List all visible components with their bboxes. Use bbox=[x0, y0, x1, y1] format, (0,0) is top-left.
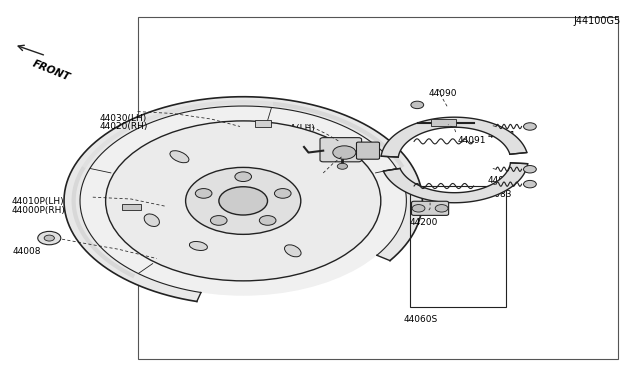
Circle shape bbox=[211, 216, 227, 225]
Text: 44200: 44200 bbox=[410, 218, 438, 227]
Text: 44180  (RH): 44180 (RH) bbox=[255, 132, 309, 141]
Ellipse shape bbox=[144, 214, 159, 227]
Circle shape bbox=[524, 180, 536, 188]
Text: 44083: 44083 bbox=[483, 190, 512, 199]
Text: 44030(LH): 44030(LH) bbox=[99, 114, 147, 123]
Circle shape bbox=[412, 205, 425, 212]
Circle shape bbox=[195, 189, 212, 198]
Circle shape bbox=[524, 123, 536, 130]
Ellipse shape bbox=[285, 245, 301, 257]
FancyBboxPatch shape bbox=[412, 201, 449, 215]
Text: 44000P(RH): 44000P(RH) bbox=[12, 206, 65, 215]
Circle shape bbox=[411, 101, 424, 109]
Bar bbox=[410, 186, 506, 307]
Circle shape bbox=[219, 187, 268, 215]
Text: 44180+A(LH): 44180+A(LH) bbox=[255, 124, 316, 133]
Circle shape bbox=[44, 235, 54, 241]
Ellipse shape bbox=[170, 151, 189, 163]
Text: 44051+A(LH): 44051+A(LH) bbox=[275, 210, 336, 219]
Circle shape bbox=[333, 146, 356, 159]
Text: 44010P(LH): 44010P(LH) bbox=[12, 197, 64, 206]
Circle shape bbox=[80, 106, 406, 296]
Ellipse shape bbox=[189, 241, 207, 250]
Circle shape bbox=[259, 216, 276, 225]
Polygon shape bbox=[64, 97, 422, 301]
Circle shape bbox=[435, 205, 448, 212]
Circle shape bbox=[38, 231, 61, 245]
Text: FRONT: FRONT bbox=[31, 58, 71, 83]
Circle shape bbox=[337, 163, 348, 169]
Text: 44051  (RH): 44051 (RH) bbox=[275, 218, 330, 227]
Bar bbox=[431, 119, 456, 126]
Polygon shape bbox=[383, 163, 528, 203]
Text: 44020(RH): 44020(RH) bbox=[99, 122, 148, 131]
Circle shape bbox=[235, 172, 252, 182]
Bar bbox=[122, 203, 141, 209]
FancyBboxPatch shape bbox=[356, 142, 380, 159]
Circle shape bbox=[186, 167, 301, 234]
Text: 44084: 44084 bbox=[488, 176, 516, 185]
Bar bbox=[138, 17, 618, 359]
Bar bbox=[255, 120, 271, 127]
Text: 44091: 44091 bbox=[458, 136, 486, 145]
FancyBboxPatch shape bbox=[320, 138, 362, 162]
Text: 44008: 44008 bbox=[13, 247, 42, 256]
Circle shape bbox=[275, 189, 291, 198]
Polygon shape bbox=[381, 117, 527, 157]
Text: 44060S: 44060S bbox=[403, 315, 438, 324]
Circle shape bbox=[524, 166, 536, 173]
Text: 44090: 44090 bbox=[429, 89, 458, 98]
Text: J44100G5: J44100G5 bbox=[573, 16, 621, 26]
Text: 44081: 44081 bbox=[488, 131, 516, 140]
Circle shape bbox=[106, 121, 381, 281]
